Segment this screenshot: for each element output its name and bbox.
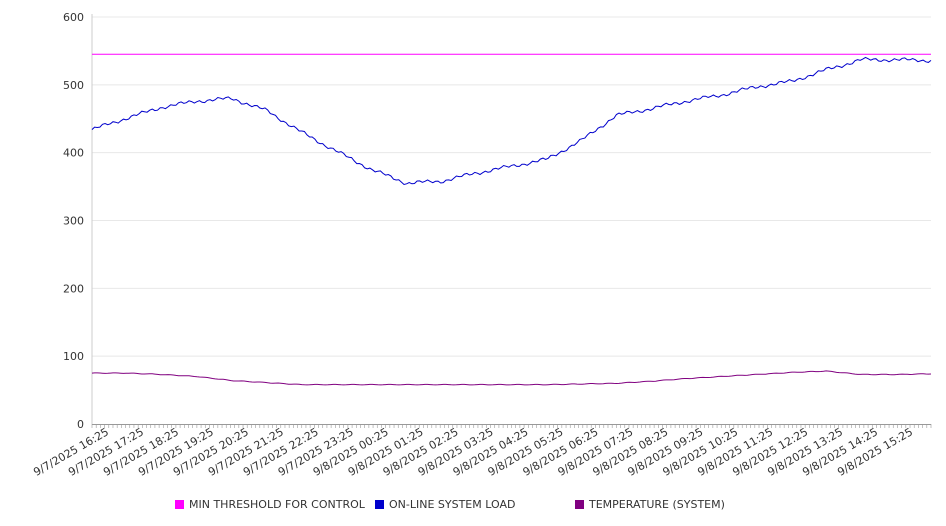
y-tick-label: 500 — [63, 79, 84, 92]
legend-item-system-load[interactable]: ON-LINE SYSTEM LOAD — [375, 498, 515, 511]
series-line-system-load — [91, 56, 932, 186]
y-tick-label: 600 — [63, 11, 84, 24]
y-tick-label: 100 — [63, 350, 84, 363]
y-tick-label: 200 — [63, 282, 84, 295]
legend: MIN THRESHOLD FOR CONTROL ON-LINE SYSTEM… — [0, 498, 946, 514]
axes — [91, 14, 932, 428]
series-line-temperature — [91, 370, 932, 386]
series-lines — [91, 53, 932, 386]
grid-lines — [92, 16, 931, 357]
y-tick-label: 300 — [63, 215, 84, 228]
legend-item-temperature[interactable]: TEMPERATURE (SYSTEM) — [575, 498, 725, 511]
y-tick-label: 400 — [63, 147, 84, 160]
legend-label-temperature: TEMPERATURE (SYSTEM) — [589, 498, 725, 511]
legend-label-min-threshold: MIN THRESHOLD FOR CONTROL — [189, 498, 365, 511]
x-tick-labels: 9/7/2025 16:259/7/2025 17:259/7/2025 18:… — [31, 425, 915, 479]
legend-swatch-system-load — [375, 500, 384, 509]
y-tick-labels: 0 100 200 300 400 500 600 — [63, 11, 84, 431]
legend-swatch-temperature — [575, 500, 584, 509]
legend-label-system-load: ON-LINE SYSTEM LOAD — [389, 498, 516, 511]
y-tick-label: 0 — [77, 418, 84, 431]
legend-swatch-min-threshold — [175, 500, 184, 509]
legend-item-min-threshold[interactable]: MIN THRESHOLD FOR CONTROL — [175, 498, 365, 511]
